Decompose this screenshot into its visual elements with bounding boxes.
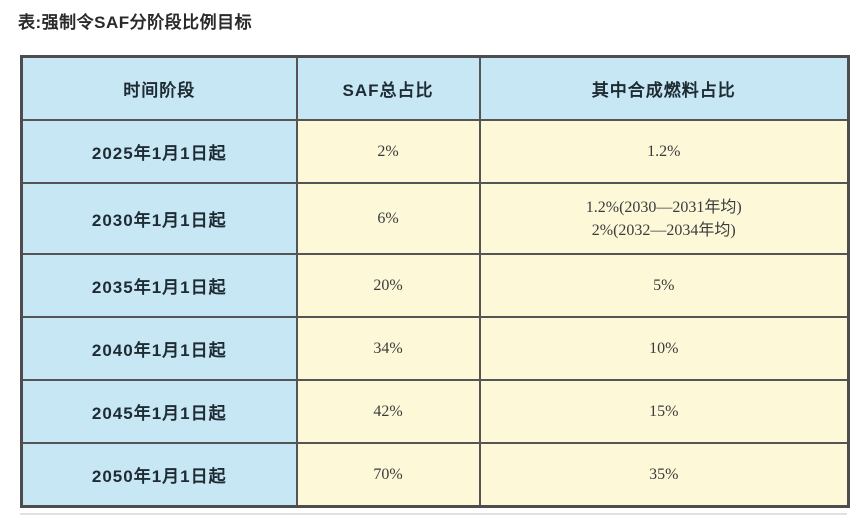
table-row: 2050年1月1日起 70% 35% <box>20 442 850 508</box>
saf-targets-table: 时间阶段 SAF总占比 其中合成燃料占比 2025年1月1日起 2% 1.2% … <box>20 55 850 508</box>
synthetic-cell: 10% <box>478 316 850 381</box>
synthetic-cell: 5% <box>478 253 850 318</box>
period-cell: 2030年1月1日起 <box>20 182 298 255</box>
column-header-period: 时间阶段 <box>20 55 298 121</box>
synthetic-value: 1.2% <box>647 143 681 160</box>
synthetic-value-line1: 1.2%(2030—2031年均) <box>585 198 742 216</box>
column-header-synthetic-fuel: 其中合成燃料占比 <box>478 55 850 121</box>
synthetic-value: 10% <box>649 340 679 357</box>
table-row: 2045年1月1日起 42% 15% <box>20 379 850 444</box>
period-cell: 2035年1月1日起 <box>20 253 298 318</box>
synthetic-cell: 1.2% <box>478 119 850 184</box>
saf-total-cell: 2% <box>295 119 481 184</box>
saf-total-cell: 70% <box>295 442 481 508</box>
synthetic-value-line2: 2%(2032—2034年均) <box>591 221 736 239</box>
table-bottom-shadow <box>20 513 847 515</box>
saf-total-cell: 20% <box>295 253 481 318</box>
synthetic-value: 35% <box>649 466 679 483</box>
synthetic-value: 15% <box>649 403 679 420</box>
synthetic-value: 5% <box>653 277 675 294</box>
table-row: 2035年1月1日起 20% 5% <box>20 253 850 318</box>
saf-total-cell: 6% <box>295 182 481 255</box>
synthetic-cell: 1.2%(2030—2031年均) 2%(2032—2034年均) <box>478 182 850 255</box>
synthetic-cell: 35% <box>478 442 850 508</box>
saf-total-cell: 34% <box>295 316 481 381</box>
period-cell: 2045年1月1日起 <box>20 379 298 444</box>
period-cell: 2050年1月1日起 <box>20 442 298 508</box>
column-header-saf-total: SAF总占比 <box>295 55 481 121</box>
synthetic-cell: 15% <box>478 379 850 444</box>
table-row: 2025年1月1日起 2% 1.2% <box>20 119 850 184</box>
table-header-row: 时间阶段 SAF总占比 其中合成燃料占比 <box>20 55 850 121</box>
period-cell: 2025年1月1日起 <box>20 119 298 184</box>
saf-total-cell: 42% <box>295 379 481 444</box>
table-row: 2040年1月1日起 34% 10% <box>20 316 850 381</box>
table-row: 2030年1月1日起 6% 1.2%(2030—2031年均) 2%(2032—… <box>20 182 850 255</box>
period-cell: 2040年1月1日起 <box>20 316 298 381</box>
table-title: 表:强制令SAF分阶段比例目标 <box>18 13 253 32</box>
